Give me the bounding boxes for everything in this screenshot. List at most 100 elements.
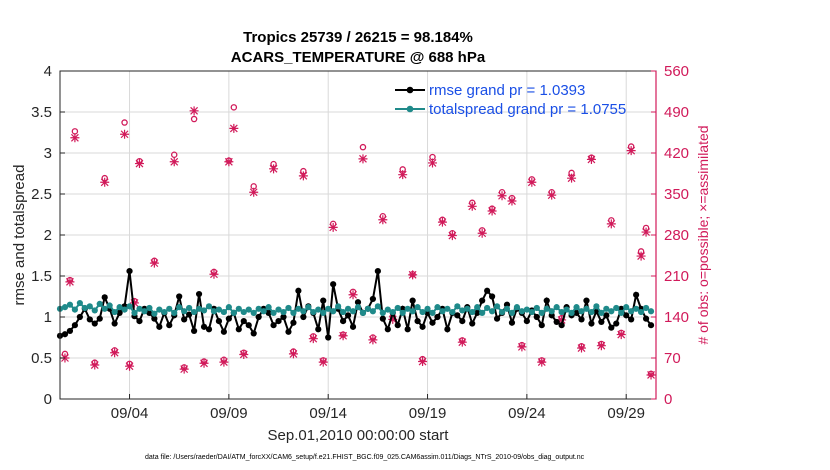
totalspread-point [429, 309, 436, 316]
totalspread-point [270, 309, 277, 316]
rmse-point [543, 297, 550, 304]
totalspread-point [444, 305, 451, 312]
x-tick-label: 09/14 [309, 405, 347, 422]
totalspread-point [220, 308, 227, 316]
obs-assimilated-marker [378, 215, 388, 225]
obs-assimilated-glyph [249, 187, 259, 197]
obs-assimilated-glyph [358, 154, 368, 164]
totalspread-point [121, 306, 128, 313]
totalspread-point [642, 304, 650, 312]
obs-assimilated-glyph [477, 228, 487, 238]
rmse-point [484, 287, 491, 294]
totalspread-point [479, 309, 486, 316]
totalspread-point [280, 308, 287, 316]
totalspread-point [136, 305, 143, 312]
totalspread-point [399, 309, 406, 316]
rmse-point [578, 316, 585, 323]
totalspread-point [414, 304, 421, 311]
obs-assimilated-glyph [70, 133, 80, 143]
obs-assimilated-glyph [348, 290, 358, 300]
obs-assimilated-marker [229, 123, 239, 133]
rmse-point [136, 318, 143, 325]
totalspread-point [364, 305, 372, 312]
obs-assimilated-glyph [90, 360, 100, 370]
totalspread-point [647, 308, 655, 315]
obs-assimilated-marker [606, 219, 616, 229]
obs-assimilated-glyph [239, 349, 249, 359]
rmse-point [374, 267, 381, 275]
totalspread-point [300, 308, 307, 315]
totalspread-point [176, 304, 183, 311]
obs-assimilated-glyph [447, 231, 457, 241]
rmse-point [290, 319, 297, 326]
totalspread-point [474, 304, 481, 311]
rmse-point [419, 323, 426, 330]
rmse-point [394, 322, 401, 329]
totalspread-point [633, 305, 640, 312]
y-tick-label-left: 0.5 [31, 350, 52, 367]
rmse-point [523, 318, 530, 325]
obs-assimilated-glyph [606, 219, 616, 229]
totalspread-point [235, 305, 242, 312]
obs-assimilated-glyph [219, 357, 229, 367]
x-tick-label: 09/04 [111, 405, 149, 422]
totalspread-point [335, 303, 342, 310]
rmse-point [613, 320, 620, 327]
totalspread-point [354, 304, 362, 311]
obs-assimilated-glyph [229, 123, 239, 133]
totalspread-point [638, 308, 645, 316]
totalspread-point [489, 308, 496, 315]
obs-assimilated-marker [219, 357, 229, 367]
rmse-point [235, 326, 242, 333]
totalspread-point [523, 306, 530, 313]
totalspread-point [325, 305, 332, 312]
x-axis-label: Sep.01,2010 00:00:00 start [268, 427, 450, 444]
obs-assimilated-marker [428, 158, 437, 168]
axes: 0 0.5 1 1.5 2 2.5 3 3.5 4 0 70 140 210 280 350 420 490 56… [31, 63, 689, 422]
obs-assimilated-marker [408, 270, 418, 280]
totalspread-point [181, 308, 188, 315]
rmse-point [156, 323, 163, 330]
totalspread-point [608, 308, 615, 315]
rmse-point [553, 318, 560, 326]
totalspread-point [111, 308, 118, 316]
obs-assimilated-marker [90, 360, 100, 370]
obs-assimilated-glyph [497, 191, 507, 201]
obs-assimilated-glyph [125, 361, 135, 371]
chart-title-line2: ACARS_TEMPERATURE @ 688 hPa [231, 49, 486, 66]
obs-assimilated-marker [646, 370, 656, 380]
obs-assimilated-glyph [100, 177, 110, 187]
x-tick-label: 09/29 [607, 405, 645, 422]
obs-assimilated-glyph [487, 206, 497, 216]
totalspread-point [315, 306, 322, 313]
rmse-point [404, 326, 411, 333]
totalspread-point [568, 309, 575, 316]
obs-assimilated-marker [110, 348, 120, 358]
rmse-point [573, 309, 580, 316]
rmse-point [220, 328, 227, 335]
totalspread-point [424, 305, 431, 312]
rmse-point [598, 318, 605, 326]
obs-assimilated-marker [199, 358, 209, 368]
rmse-point [647, 322, 655, 329]
obs-assimilated-marker [626, 146, 636, 156]
rmse-point [275, 318, 282, 325]
obs-possible-marker [359, 143, 367, 151]
y-tick-label-right: 560 [664, 63, 689, 80]
grid [60, 71, 656, 399]
rmse-point [166, 322, 173, 329]
obs-assimilated-glyph [269, 164, 279, 174]
rmse-point [603, 312, 610, 319]
totalspread-point [603, 305, 610, 312]
obs-assimilated-marker [477, 228, 487, 238]
obs-assimilated-glyph [557, 315, 567, 325]
y-tick-label-left: 2.5 [31, 186, 52, 203]
totalspread-point [583, 305, 590, 312]
totalspread-point [454, 303, 461, 310]
rmse-point [454, 312, 461, 319]
obs-possible-marker [230, 104, 238, 111]
obs-assimilated-marker [358, 154, 368, 164]
obs-assimilated-marker [189, 106, 199, 116]
obs-assimilated-glyph [457, 337, 467, 347]
obs-assimilated-marker [418, 357, 428, 367]
